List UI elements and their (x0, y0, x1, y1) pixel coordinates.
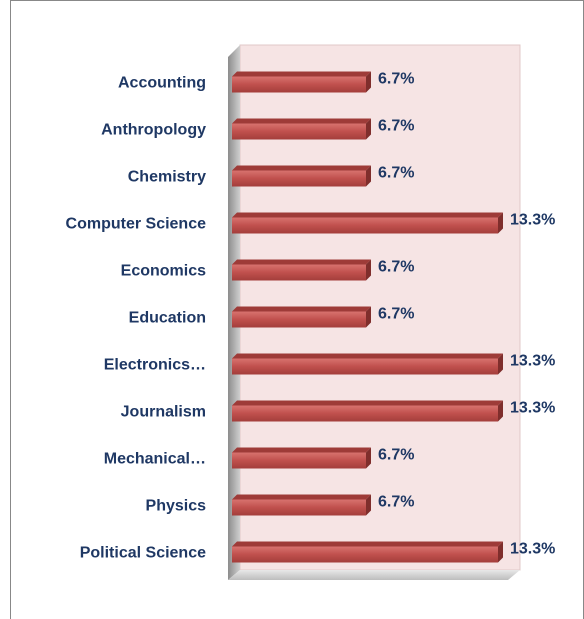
y-tick-label: Accounting (118, 75, 206, 92)
y-tick-label: Computer Science (66, 216, 207, 233)
data-label: 13.3% (510, 353, 555, 370)
bar-side (498, 541, 503, 563)
y-tick-label: Mechanical… (104, 451, 206, 468)
bar-top (232, 353, 503, 359)
bar-top (232, 165, 371, 171)
bar-top (232, 494, 371, 500)
bar-side (498, 212, 503, 234)
bar-top (232, 541, 503, 547)
bar-top (232, 400, 503, 406)
bar-top (232, 259, 371, 265)
data-label: 6.7% (378, 71, 414, 88)
bar (232, 76, 366, 93)
y-tick-label: Chemistry (128, 169, 206, 186)
bar-top (232, 118, 371, 124)
bar-side (366, 71, 371, 93)
y-tick-label: Electronics… (104, 357, 206, 374)
bar-side (366, 118, 371, 140)
bar (232, 546, 498, 563)
y-tick-label: Education (129, 310, 206, 327)
bar (232, 405, 498, 422)
y-tick-label: Anthropology (101, 122, 206, 139)
bar (232, 264, 366, 281)
data-label: 13.3% (510, 400, 555, 417)
bar (232, 499, 366, 516)
floor (228, 570, 520, 580)
bar (232, 123, 366, 140)
bar-top (232, 212, 503, 218)
bar (232, 170, 366, 187)
data-label: 6.7% (378, 306, 414, 323)
bar (232, 358, 498, 375)
bar-side (366, 259, 371, 281)
bar (232, 452, 366, 469)
bar-side (366, 447, 371, 469)
y-tick-label: Economics (121, 263, 206, 280)
bar (232, 311, 366, 328)
y-tick-label: Physics (146, 498, 207, 515)
data-label: 6.7% (378, 118, 414, 135)
bar-top (232, 71, 371, 77)
y-tick-label: Political Science (80, 545, 206, 562)
bar-side (366, 165, 371, 187)
bar-side (366, 494, 371, 516)
bar-side (498, 400, 503, 422)
data-label: 6.7% (378, 447, 414, 464)
y-tick-label: Journalism (121, 404, 206, 421)
bar-top (232, 306, 371, 312)
bar-side (498, 353, 503, 375)
data-label: 13.3% (510, 541, 555, 558)
data-label: 6.7% (378, 494, 414, 511)
data-label: 13.3% (510, 212, 555, 229)
bar (232, 217, 498, 234)
bar-side (366, 306, 371, 328)
bar-top (232, 447, 371, 453)
data-label: 6.7% (378, 165, 414, 182)
data-label: 6.7% (378, 259, 414, 276)
